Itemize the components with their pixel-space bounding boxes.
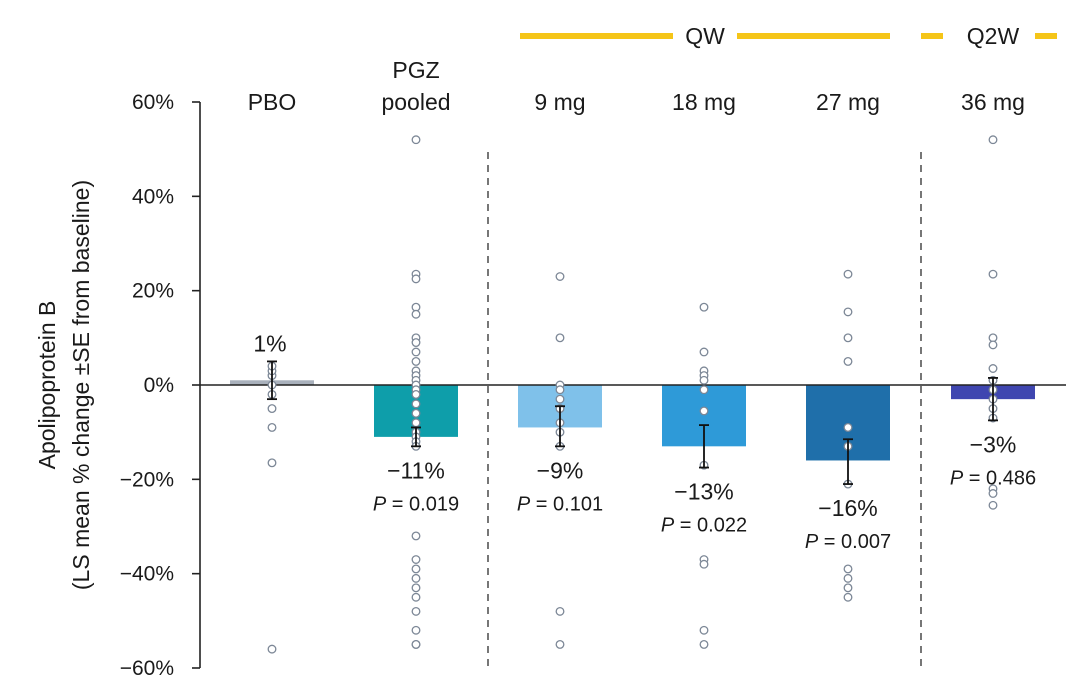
data-point	[988, 269, 998, 279]
data-point	[411, 274, 421, 284]
y-tick-label: −20%	[120, 468, 174, 491]
category-label: 27 mg	[816, 89, 880, 115]
data-point	[843, 333, 853, 343]
y-tick-label: −60%	[120, 657, 174, 680]
data-point	[988, 489, 998, 498]
data-point	[411, 135, 421, 145]
p-value-label: P = 0.019	[373, 493, 459, 515]
value-label: 1%	[253, 330, 286, 356]
data-point	[411, 606, 421, 616]
data-point	[411, 309, 421, 319]
value-label: −11%	[387, 457, 445, 483]
data-point	[411, 347, 421, 357]
data-point	[843, 307, 853, 317]
p-value-label: P = 0.022	[661, 515, 747, 537]
data-point	[267, 458, 277, 468]
y-tick-label: 40%	[132, 185, 174, 208]
category-label: 36 mg	[961, 89, 1025, 115]
p-symbol: P	[950, 467, 964, 489]
data-point	[699, 559, 709, 569]
data-point	[988, 364, 998, 373]
data-point	[411, 625, 421, 635]
value-label: −13%	[674, 479, 733, 505]
data-point	[843, 423, 853, 432]
data-point	[988, 340, 998, 350]
p-value: = 0.019	[386, 493, 459, 515]
error-bars	[267, 360, 998, 485]
data-point	[411, 573, 421, 583]
data-point	[411, 408, 421, 418]
data-point	[411, 531, 421, 541]
frequency-label: QW	[685, 23, 725, 49]
data-point	[843, 356, 853, 366]
data-point	[843, 573, 853, 583]
data-point	[555, 272, 565, 281]
p-symbol: P	[373, 493, 387, 515]
data-point	[411, 555, 421, 564]
data-point	[411, 338, 421, 347]
bars	[230, 380, 1035, 461]
frequency-headers: QW Q2W	[520, 23, 1065, 49]
data-point	[411, 639, 421, 649]
y-tick-label: −40%	[120, 563, 174, 586]
data-point	[699, 385, 709, 395]
data-point	[988, 500, 998, 510]
data-point	[699, 406, 709, 416]
data-point	[699, 347, 709, 357]
data-point	[699, 375, 709, 385]
data-point	[555, 639, 565, 649]
data-point	[411, 418, 421, 428]
data-point	[411, 592, 421, 602]
data-point	[843, 592, 853, 602]
category-label: 18 mg	[672, 89, 736, 115]
data-point	[699, 639, 709, 649]
group-dividers	[487, 152, 922, 670]
p-value-label: P = 0.101	[517, 493, 603, 515]
value-label: −9%	[537, 457, 584, 483]
data-point	[699, 625, 709, 635]
p-value: = 0.007	[818, 531, 891, 553]
category-label: PBO	[248, 89, 297, 115]
value-label: −16%	[818, 495, 877, 521]
y-axis-title: Apolipoprotein B (LS mean % change ±SE f…	[34, 180, 94, 590]
data-point	[555, 606, 565, 616]
p-value-label: P = 0.486	[950, 467, 1036, 489]
data-point	[411, 356, 421, 366]
data-point	[267, 423, 277, 432]
frequency-label: Q2W	[967, 23, 1020, 49]
p-symbol: P	[805, 531, 819, 553]
y-tick-label: 60%	[132, 91, 174, 114]
category-label: 9 mg	[534, 89, 585, 115]
data-point	[411, 399, 421, 409]
data-point	[843, 583, 853, 593]
p-value: = 0.486	[963, 467, 1036, 489]
p-symbol: P	[661, 515, 675, 537]
data-point	[843, 269, 853, 279]
data-point	[411, 564, 421, 574]
data-point	[267, 404, 277, 414]
y-axis: 60% 40% 20% 0% −20% −40% −60%	[120, 91, 201, 680]
data-point	[267, 644, 277, 654]
p-value: = 0.101	[530, 493, 603, 515]
y-axis-title-line1: Apolipoprotein B	[34, 301, 60, 470]
p-symbol: P	[517, 493, 531, 515]
p-value-label: P = 0.007	[805, 531, 891, 553]
data-point	[555, 385, 565, 395]
category-label: PGZ	[392, 57, 439, 83]
data-point	[411, 583, 421, 593]
value-label: −3%	[970, 431, 1017, 457]
data-point	[843, 564, 853, 574]
data-point	[988, 135, 998, 145]
y-axis-title-line2: (LS mean % change ±SE from baseline)	[68, 180, 94, 590]
category-label: pooled	[381, 89, 450, 115]
y-tick-label: 20%	[132, 280, 174, 303]
y-tick-label: 0%	[144, 374, 174, 397]
p-value: = 0.022	[674, 515, 747, 537]
data-point	[555, 394, 565, 404]
data-point	[411, 389, 421, 399]
data-point	[555, 333, 565, 343]
data-point	[699, 302, 709, 312]
